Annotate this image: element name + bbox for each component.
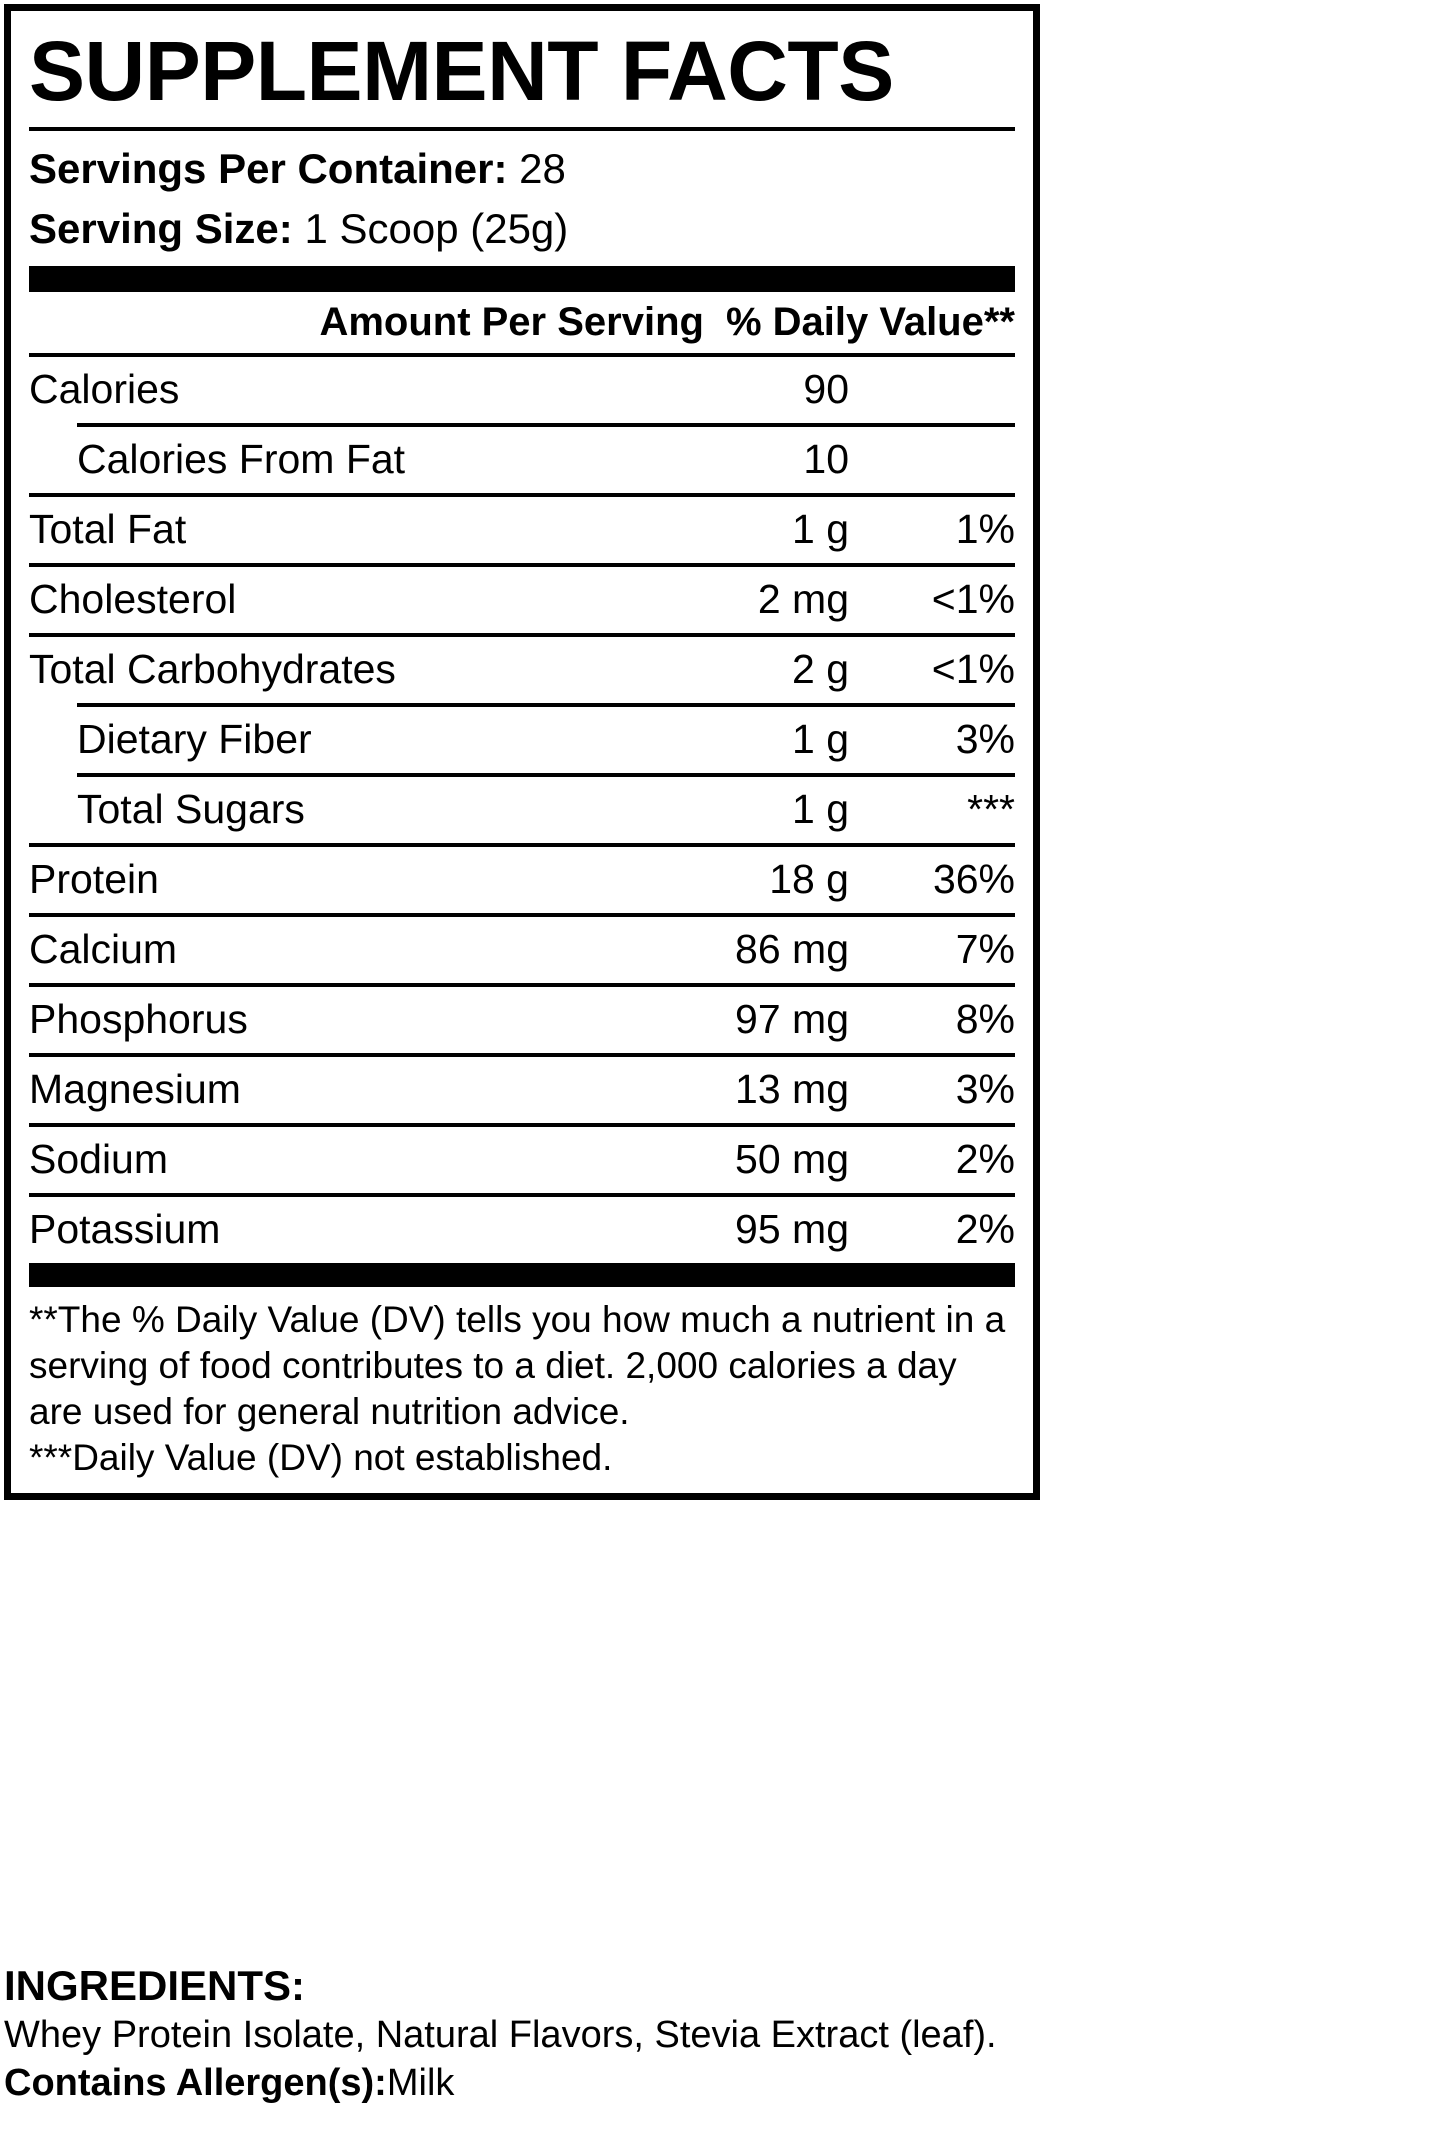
- nutrient-amount: 1 g: [792, 506, 849, 553]
- row-divider-indented: [77, 703, 1015, 708]
- table-row: Calcium 86 mg 7%: [29, 917, 1015, 983]
- allergen-value: Milk: [386, 2062, 455, 2105]
- row-divider: [29, 1123, 1015, 1128]
- nutrient-daily-value: <1%: [931, 576, 1015, 623]
- nutrient-daily-value: 3%: [955, 1066, 1015, 1113]
- not-established-footnote: ***Daily Value (DV) not established.: [29, 1436, 613, 1478]
- nutrient-daily-value: 2%: [955, 1206, 1015, 1253]
- footer-black-bar: [29, 1263, 1015, 1288]
- nutrient-daily-value: ***: [967, 786, 1015, 833]
- table-row: Total Fat 1 g 1%: [29, 497, 1015, 563]
- nutrient-rows-container: Calories 90 Calories From Fat 10 Total Fat 1 …: [29, 353, 1015, 1263]
- ingredients-heading: INGREDIENTS:: [4, 1962, 306, 2009]
- table-row: Magnesium 13 mg 3%: [29, 1057, 1015, 1123]
- daily-value-header: % Daily Value**: [725, 300, 1015, 345]
- nutrient-name: Total Sugars: [77, 786, 305, 833]
- footnotes-block: **The % Daily Value (DV) tells you how m…: [29, 1287, 1015, 1493]
- nutrient-amount: 2 mg: [757, 576, 849, 623]
- table-row: Phosphorus 97 mg 8%: [29, 987, 1015, 1053]
- nutrient-amount: 95 mg: [735, 1206, 849, 1253]
- nutrient-daily-value: 3%: [955, 716, 1015, 763]
- nutrient-amount: 90: [803, 366, 849, 413]
- row-divider: [29, 1193, 1015, 1198]
- table-row: Calories From Fat 10: [29, 427, 1015, 493]
- servings-per-container-line: Servings Per Container: 28: [29, 139, 1015, 199]
- table-row: Calories 90: [29, 357, 1015, 423]
- allergen-line: Contains Allergen(s):Milk: [4, 2059, 1204, 2108]
- nutrient-name: Calories From Fat: [77, 436, 406, 483]
- table-row: Protein 18 g 36%: [29, 847, 1015, 913]
- nutrient-name: Sodium: [29, 1136, 169, 1183]
- nutrient-daily-value: 8%: [955, 996, 1015, 1043]
- row-divider-indented: [77, 423, 1015, 428]
- table-row: Potassium 95 mg 2%: [29, 1197, 1015, 1263]
- nutrient-amount: 97 mg: [735, 996, 849, 1043]
- row-divider: [29, 1053, 1015, 1058]
- supplement-facts-panel: SUPPLEMENT FACTS Servings Per Container:…: [4, 4, 1040, 1500]
- nutrient-daily-value: 1%: [955, 506, 1015, 553]
- table-row: Total Carbohydrates 2 g <1%: [29, 637, 1015, 703]
- table-row: Total Sugars 1 g ***: [29, 777, 1015, 843]
- nutrient-name: Total Fat: [29, 506, 187, 553]
- nutrient-name: Protein: [29, 856, 159, 903]
- column-headers-row: Amount Per Serving % Daily Value**: [29, 292, 1015, 353]
- panel-title: SUPPLEMENT FACTS: [29, 24, 894, 118]
- daily-value-footnote: **The % Daily Value (DV) tells you how m…: [29, 1299, 1006, 1432]
- row-divider: [29, 843, 1015, 848]
- servings-per-container-label: Servings Per Container:: [29, 145, 508, 192]
- nutrient-amount: 18 g: [769, 856, 849, 903]
- serving-size-label: Serving Size:: [29, 204, 293, 252]
- row-divider: [29, 563, 1015, 568]
- nutrient-amount: 50 mg: [735, 1136, 849, 1183]
- nutrient-amount: 13 mg: [735, 1066, 849, 1113]
- row-divider-indented: [77, 773, 1015, 778]
- row-divider: [29, 913, 1015, 918]
- servings-per-container-value: 28: [519, 145, 566, 192]
- nutrient-name: Total Carbohydrates: [29, 646, 396, 693]
- nutrient-amount: 1 g: [792, 716, 849, 763]
- amount-per-serving-header: Amount Per Serving: [319, 300, 704, 345]
- nutrient-daily-value: <1%: [931, 646, 1015, 693]
- ingredients-list: Whey Protein Isolate, Natural Flavors, S…: [4, 2013, 997, 2056]
- row-divider: [29, 353, 1015, 358]
- row-divider: [29, 983, 1015, 988]
- nutrient-name: Calories: [29, 366, 180, 413]
- table-row: Sodium 50 mg 2%: [29, 1127, 1015, 1193]
- header-black-bar: [29, 266, 1015, 293]
- nutrient-amount: 1 g: [792, 786, 849, 833]
- nutrient-name: Dietary Fiber: [77, 716, 312, 763]
- allergen-label: Contains Allergen(s):: [4, 2062, 387, 2105]
- serving-size-value: 1 Scoop (25g): [304, 204, 569, 252]
- nutrient-daily-value: 36%: [932, 856, 1015, 903]
- title-divider: [29, 127, 1015, 131]
- table-row: Dietary Fiber 1 g 3%: [29, 707, 1015, 773]
- nutrient-name: Magnesium: [29, 1066, 241, 1113]
- nutrient-daily-value: 2%: [955, 1136, 1015, 1183]
- nutrient-name: Potassium: [29, 1206, 221, 1253]
- serving-size-line: Serving Size: 1 Scoop (25g): [29, 199, 1015, 259]
- nutrient-amount: 2 g: [792, 646, 849, 693]
- nutrient-amount: 10: [803, 436, 849, 483]
- nutrient-name: Cholesterol: [29, 576, 237, 623]
- nutrient-daily-value: 7%: [955, 926, 1015, 973]
- serving-info-block: Servings Per Container: 28 Serving Size:…: [29, 131, 1015, 266]
- ingredients-section: INGREDIENTS: Whey Protein Isolate, Natur…: [4, 1962, 1204, 2108]
- nutrient-amount: 86 mg: [735, 926, 849, 973]
- table-row: Cholesterol 2 mg <1%: [29, 567, 1015, 633]
- nutrient-name: Calcium: [29, 926, 178, 973]
- nutrient-name: Phosphorus: [29, 996, 248, 1043]
- row-divider: [29, 493, 1015, 498]
- row-divider: [29, 633, 1015, 638]
